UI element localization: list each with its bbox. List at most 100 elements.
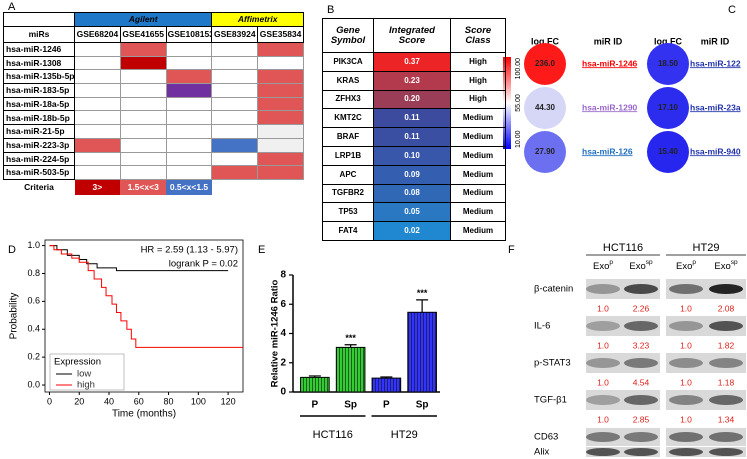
- heatmap-cell: [74, 42, 121, 57]
- score-class: Medium: [450, 164, 506, 185]
- band-ratio: 1.0: [597, 303, 609, 313]
- fold-change-value: 27.90: [535, 147, 556, 156]
- bar: [371, 377, 402, 393]
- blot-strip: [666, 447, 746, 457]
- band-ratio: 1.0: [680, 377, 692, 387]
- mir-name: hsa-miR-223-3p: [3, 137, 75, 153]
- y-tick-label: 0.2: [27, 352, 40, 362]
- lane-label-base: Exo: [676, 261, 692, 272]
- integrated-score: 0.05: [373, 202, 451, 223]
- lane-label: Exop: [593, 259, 613, 272]
- heatmap-cell: [119, 151, 167, 167]
- group-label: HCT116: [313, 429, 353, 441]
- panel-letter: C: [728, 4, 736, 16]
- y-tick-label: 0.6: [27, 296, 40, 306]
- gene-symbol: BRAF: [322, 127, 374, 147]
- blot-band: [624, 358, 658, 368]
- heatmap-cell: [257, 124, 304, 139]
- heatmap-row: hsa-miR-1308: [3, 55, 304, 71]
- x-tick-label: 60: [134, 396, 144, 406]
- score-class: Medium: [450, 127, 506, 147]
- heatmap-cell: [74, 69, 121, 85]
- blot-band: [709, 448, 743, 456]
- gene-symbol: KRAS: [322, 70, 374, 91]
- fold-change-value: 236.0: [535, 59, 556, 68]
- column-header: log FC: [531, 36, 559, 46]
- integrated-score: 0.11: [373, 127, 451, 147]
- heatmap-cell: [119, 137, 167, 153]
- column-header: miR ID: [701, 36, 730, 46]
- heatmap-cell: [257, 42, 304, 57]
- band-ratio: 1.34: [718, 414, 735, 424]
- y-tick-label: 8: [280, 270, 286, 281]
- gene-row: LRP1B 0.10 Medium: [322, 145, 506, 166]
- mir-name: hsa-miR-18a-5p: [3, 96, 75, 112]
- header-row: Gene Symbol Integrated Score Score Class: [322, 18, 506, 53]
- band-ratio: 2.85: [633, 414, 650, 424]
- fold-change-bubble: [524, 87, 566, 129]
- gene-symbol: FAT4: [322, 221, 374, 241]
- heatmap-cell: [257, 96, 304, 112]
- blot-band: [709, 321, 743, 331]
- x-tick-label: 0: [47, 396, 52, 406]
- heatmap-cell: [74, 83, 121, 98]
- legend-box: [49, 353, 125, 391]
- heatmap-cell: [74, 151, 121, 167]
- heatmap-cell: [257, 55, 304, 71]
- dataset-header: GSE41655: [119, 26, 167, 43]
- column-header: miR ID: [594, 36, 623, 46]
- blot-strip: [586, 447, 660, 457]
- fold-change-bubble: [647, 43, 689, 85]
- heatmap-cell: [74, 124, 121, 139]
- heatmap-row: hsa-miR-135b-5p: [3, 69, 304, 85]
- protein-label: TGF-β1: [534, 395, 567, 406]
- band-ratio: 1.0: [680, 414, 692, 424]
- blot-strip: [586, 316, 660, 336]
- lane-label-sup: sp: [731, 259, 738, 266]
- fold-change-value: 18.50: [658, 59, 679, 68]
- heatmap-cell: [257, 151, 304, 167]
- mir-id: hsa-miR-23a: [690, 102, 741, 112]
- blot-band: [586, 395, 620, 405]
- blot-band: [709, 395, 743, 405]
- band-ratio: 1.0: [680, 303, 692, 313]
- survival-curve: [49, 245, 243, 348]
- heatmap-cell: [257, 110, 304, 126]
- score-class: Medium: [450, 221, 506, 241]
- heatmap-cell: [211, 55, 259, 71]
- bar: [407, 311, 437, 393]
- mir-id: hsa-miR-940: [690, 146, 741, 156]
- x-tick-label: 120: [221, 396, 236, 406]
- score-class: High: [450, 89, 506, 110]
- dataset-header: GSE83924: [211, 26, 259, 43]
- gene-symbol: APC: [322, 164, 374, 185]
- heatmap-cell: [119, 110, 167, 126]
- band-ratio: 1.82: [718, 340, 735, 350]
- platform-header: Agilent: [73, 12, 213, 27]
- column-header: log FC: [654, 36, 682, 46]
- significance: ***: [345, 333, 356, 343]
- x-tick-label: 80: [164, 396, 174, 406]
- bar: [335, 346, 366, 393]
- lane-label-sup: p: [609, 259, 613, 266]
- mir-id: hsa-miR-1246: [582, 58, 638, 68]
- y-axis-label: Probability: [9, 293, 20, 340]
- corner-cell: [3, 12, 75, 27]
- y-tick-label: 0: [280, 387, 286, 398]
- heatmap-cell: [74, 55, 121, 71]
- blot-band: [586, 284, 620, 294]
- protein-label: Alix: [534, 447, 550, 458]
- dataset-header: GSE108153: [165, 26, 213, 43]
- mir-id: hsa-miR-1290: [582, 102, 638, 112]
- integrated-score: 0.23: [373, 70, 451, 91]
- lane-label-base: Exo: [629, 261, 645, 272]
- blot-band: [669, 284, 703, 294]
- lane-label: Exosp: [629, 259, 653, 272]
- error-bar: [344, 344, 357, 348]
- mir-name: hsa-miR-1246: [3, 42, 75, 57]
- x-tick-label: P: [383, 400, 390, 411]
- band-ratio: 1.18: [718, 377, 735, 387]
- gene-row: BRAF 0.11 Medium: [322, 127, 506, 147]
- score-class: Medium: [450, 183, 506, 204]
- blot-band: [669, 432, 703, 442]
